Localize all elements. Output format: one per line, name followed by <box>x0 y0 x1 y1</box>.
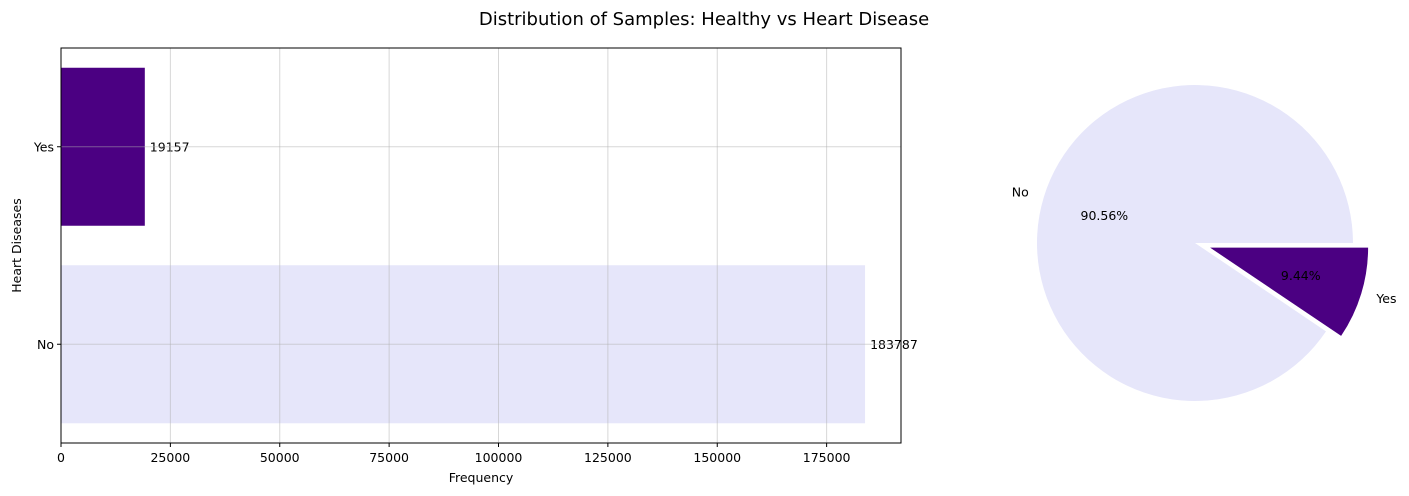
x-tick-label: 175000 <box>803 450 851 465</box>
x-tick-label: 150000 <box>693 450 741 465</box>
pie-label: Yes <box>1375 291 1396 306</box>
pie-percent-label: 9.44% <box>1281 268 1321 283</box>
y-axis-label: Heart Diseases <box>9 198 24 292</box>
pie-chart: No 90.56% Yes 9.44% <box>1012 84 1397 401</box>
pie-label: No <box>1012 185 1029 200</box>
x-tick-label: 0 <box>57 450 65 465</box>
plot-frame <box>60 47 902 444</box>
x-tick-label: 25000 <box>150 450 190 465</box>
pie-slice-yes <box>1210 247 1369 336</box>
y-tick-label: Yes <box>33 139 54 154</box>
x-axis-ticks: 0 25000 50000 75000 100000 125000 150000 175000 <box>57 443 851 465</box>
chart-title: Distribution of Samples: Healthy vs Hear… <box>479 9 929 30</box>
x-tick-label: 100000 <box>475 450 523 465</box>
pie-slice-no <box>1037 84 1353 401</box>
x-tick-label: 75000 <box>369 450 409 465</box>
y-tick-label: No <box>37 337 54 352</box>
x-tick-label: 125000 <box>584 450 632 465</box>
x-tick-label: 50000 <box>260 450 300 465</box>
y-axis-ticks: No Yes <box>33 139 61 352</box>
pie-percent-label: 90.56% <box>1081 208 1129 223</box>
x-axis-label: Frequency <box>449 470 514 485</box>
